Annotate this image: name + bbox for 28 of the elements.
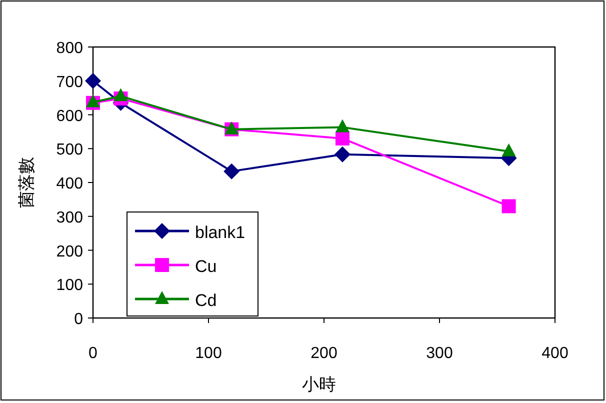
point	[334, 146, 350, 162]
y-tick-label: 700	[56, 74, 84, 91]
point	[335, 131, 350, 146]
point	[502, 199, 516, 214]
y-tick-label: 400	[56, 176, 84, 192]
y-tick-label: 0	[74, 311, 84, 328]
y-tick-label: 500	[56, 142, 84, 159]
point	[224, 163, 240, 180]
point	[114, 88, 128, 102]
x-axis-title: 小時	[302, 375, 336, 394]
y-axis-title: 菌落數	[17, 157, 36, 208]
x-tick-label: 300	[426, 345, 453, 362]
x-tick-label: 200	[310, 345, 338, 362]
x-tick-label: 100	[195, 345, 222, 362]
point	[335, 119, 350, 132]
y-tick-label: 100	[56, 277, 84, 294]
y-tick-label: 800	[56, 40, 84, 57]
legend-label: Cd	[195, 291, 217, 310]
y-tick-label: 300	[56, 209, 84, 226]
x-tick-label: 400	[542, 345, 568, 362]
y-tick-label: 600	[56, 108, 84, 125]
point	[85, 72, 101, 89]
legend-label: blank1	[195, 223, 246, 242]
point	[502, 143, 516, 156]
point	[86, 94, 100, 108]
legend-label: Cu	[195, 257, 217, 276]
y-tick-label: 200	[56, 243, 84, 260]
x-tick-label: 0	[88, 345, 98, 362]
